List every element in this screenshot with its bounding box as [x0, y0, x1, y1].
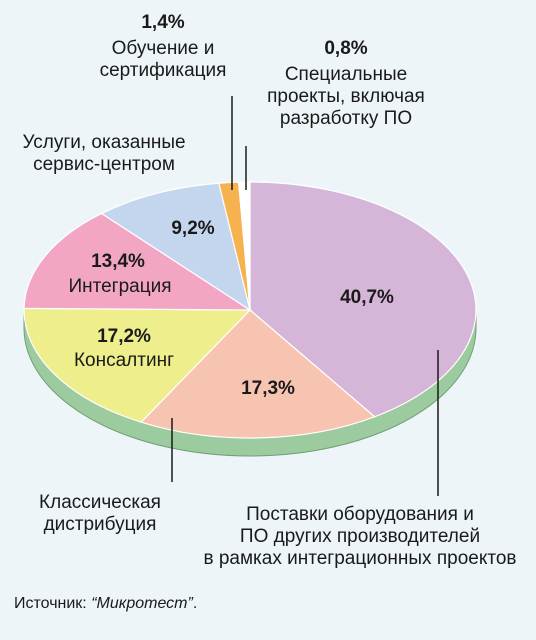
source-note: Источник: “Микротест”. — [14, 595, 197, 612]
pie-slice-3 — [23, 212, 253, 311]
slice-label-0: Поставки оборудования и ПО других произво… — [203, 504, 516, 569]
slice-label-6: Специальные проекты, включая разработку ПО — [267, 64, 425, 129]
slice-value-1: 17,3% — [241, 378, 295, 399]
slice-value-0: 40,7% — [340, 287, 394, 308]
slice-value-3: 13,4% — [91, 251, 145, 272]
slice-labels: 40,7% Поставки оборудования и ПО других пр… — [22, 12, 516, 569]
slice-label-1: Классическая дистрибуция — [39, 492, 161, 535]
slice-label-5: Обучение и сертификация — [100, 38, 227, 81]
slice-label-2: Консалтинг — [74, 350, 174, 371]
leader-lines — [171, 96, 439, 496]
source-name: “Микротест” — [91, 595, 193, 612]
slice-label-4: Услуги, оказанные сервис-центром — [22, 132, 185, 175]
pie-slice-2 — [23, 307, 252, 423]
pie-slice-1 — [140, 309, 376, 439]
slice-value-5: 1,4% — [141, 12, 184, 33]
pie-slice-4 — [100, 182, 251, 312]
pie-slices — [23, 181, 477, 439]
slice-value-6: 0,8% — [324, 38, 367, 59]
source-prefix: Источник: — [14, 595, 91, 612]
slice-label-3: Интеграция — [68, 276, 171, 297]
slice-value-2: 17,2% — [97, 326, 151, 347]
source-suffix: . — [193, 595, 197, 612]
pie-slice-6 — [237, 181, 251, 311]
slice-value-4: 9,2% — [171, 218, 214, 239]
